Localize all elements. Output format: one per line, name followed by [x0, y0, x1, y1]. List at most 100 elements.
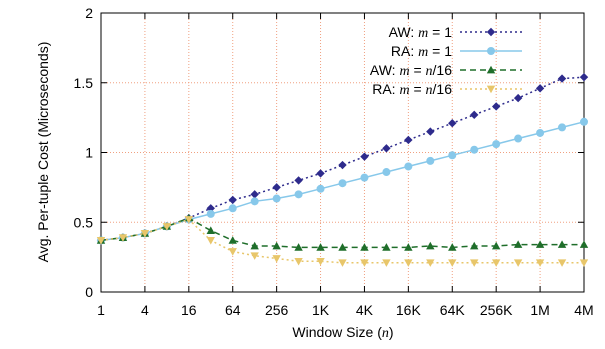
- y-axis-label: Avg. Per-tuple Cost (Microseconds): [35, 42, 51, 263]
- data-point: [426, 127, 435, 136]
- legend-label: AW: m = 1: [389, 24, 453, 41]
- legend-label-part: =: [410, 62, 426, 78]
- data-point: [558, 123, 567, 132]
- data-point: [470, 259, 479, 267]
- data-point: [338, 160, 347, 170]
- data-point: [162, 223, 172, 231]
- data-point: [382, 144, 391, 153]
- data-point: [513, 93, 523, 103]
- x-axis-label: Window Size (n): [292, 324, 393, 341]
- data-point: [272, 255, 281, 263]
- data-point: [557, 259, 567, 267]
- data-point: [470, 145, 479, 154]
- legend-label: RA: m = n/16: [372, 81, 452, 98]
- data-point: [228, 195, 237, 205]
- data-point: [426, 156, 435, 165]
- data-point: [579, 72, 589, 82]
- data-point: [206, 209, 215, 218]
- data-point: [404, 259, 413, 267]
- x-axis-ticks: 1 4 16 64 256 1K 4K 16K 64K 256K 1M 4M: [97, 13, 594, 318]
- legend-label-part: AW:: [370, 62, 400, 78]
- data-point: [404, 162, 413, 171]
- data-point: [382, 259, 391, 267]
- data-point: [535, 240, 545, 248]
- data-point: [448, 243, 457, 251]
- data-point: [360, 173, 369, 182]
- data-point: [491, 102, 501, 111]
- legend-label-part: /16: [433, 62, 453, 78]
- y-tick-label: 1.5: [74, 75, 94, 91]
- series-3: [96, 213, 589, 251]
- legend-label: RA: m = 1: [391, 43, 452, 60]
- data-point: [228, 248, 237, 256]
- x-tick-label: 1M: [530, 302, 549, 318]
- series-layer: [96, 72, 589, 267]
- x-axis-label-prefix: Window Size (: [292, 324, 382, 340]
- x-tick-label: 64K: [440, 302, 466, 318]
- data-point: [470, 110, 479, 120]
- data-point: [360, 243, 369, 251]
- data-point: [316, 257, 325, 266]
- legend-swatch-marker: [486, 85, 496, 94]
- data-point: [448, 119, 457, 128]
- legend-label-part: m: [418, 26, 428, 41]
- data-point: [535, 84, 545, 93]
- data-point: [470, 241, 479, 250]
- data-point: [206, 204, 215, 213]
- data-point: [448, 151, 457, 160]
- x-tick-label: 4M: [574, 302, 593, 318]
- data-point: [140, 230, 150, 238]
- data-point: [557, 74, 567, 83]
- legend-label-part: m: [399, 64, 409, 79]
- data-point: [228, 204, 237, 213]
- data-point: [382, 168, 391, 177]
- data-point: [272, 241, 281, 250]
- data-point: [404, 135, 413, 145]
- data-point: [338, 259, 347, 267]
- legend-label-part: n: [426, 64, 433, 79]
- data-point: [426, 241, 435, 250]
- y-tick-label: 0.5: [74, 214, 94, 230]
- data-point: [294, 176, 303, 185]
- legend-label-part: =: [410, 81, 426, 97]
- x-tick-label: 1K: [312, 302, 330, 318]
- data-point: [535, 259, 545, 267]
- data-point: [580, 117, 588, 126]
- data-point: [491, 259, 501, 267]
- data-point: [250, 190, 259, 199]
- legend-item-2: RA: m = 1: [391, 43, 522, 60]
- y-tick-label: 0: [85, 284, 93, 300]
- data-point: [360, 259, 369, 267]
- data-point: [118, 234, 128, 242]
- x-tick-label: 256K: [480, 302, 513, 318]
- legend-item-3: AW: m = n/16: [370, 62, 522, 79]
- grid-lines: [101, 13, 584, 292]
- y-axis-ticks: 0 0.5 1 1.5 2: [74, 5, 584, 300]
- legend-label-part: = 1: [428, 24, 452, 40]
- legend: AW: m = 1 RA: m = 1 AW: m = n/16 RA: m = n/…: [370, 24, 522, 98]
- data-point: [360, 152, 369, 161]
- data-point: [250, 241, 259, 250]
- data-point: [579, 240, 589, 248]
- data-point: [316, 243, 325, 251]
- data-point: [579, 259, 589, 267]
- x-tick-label: 16: [181, 302, 197, 318]
- legend-item-4: RA: m = n/16: [372, 81, 522, 98]
- legend-label-part: AW:: [389, 24, 419, 40]
- series-line: [100, 218, 584, 264]
- data-point: [294, 243, 303, 251]
- data-point: [228, 236, 237, 244]
- data-point: [250, 197, 259, 206]
- legend-item-1: AW: m = 1: [389, 24, 522, 41]
- x-tick-label: 4K: [356, 302, 374, 318]
- data-point: [404, 243, 413, 251]
- legend-label: AW: m = n/16: [370, 62, 452, 79]
- data-point: [206, 237, 215, 245]
- legend-label-part: n: [426, 83, 433, 98]
- data-point: [536, 128, 545, 137]
- series-4: [96, 216, 589, 267]
- data-point: [557, 240, 567, 248]
- data-point: [492, 140, 501, 149]
- series-1: [96, 72, 589, 245]
- data-point: [382, 243, 391, 251]
